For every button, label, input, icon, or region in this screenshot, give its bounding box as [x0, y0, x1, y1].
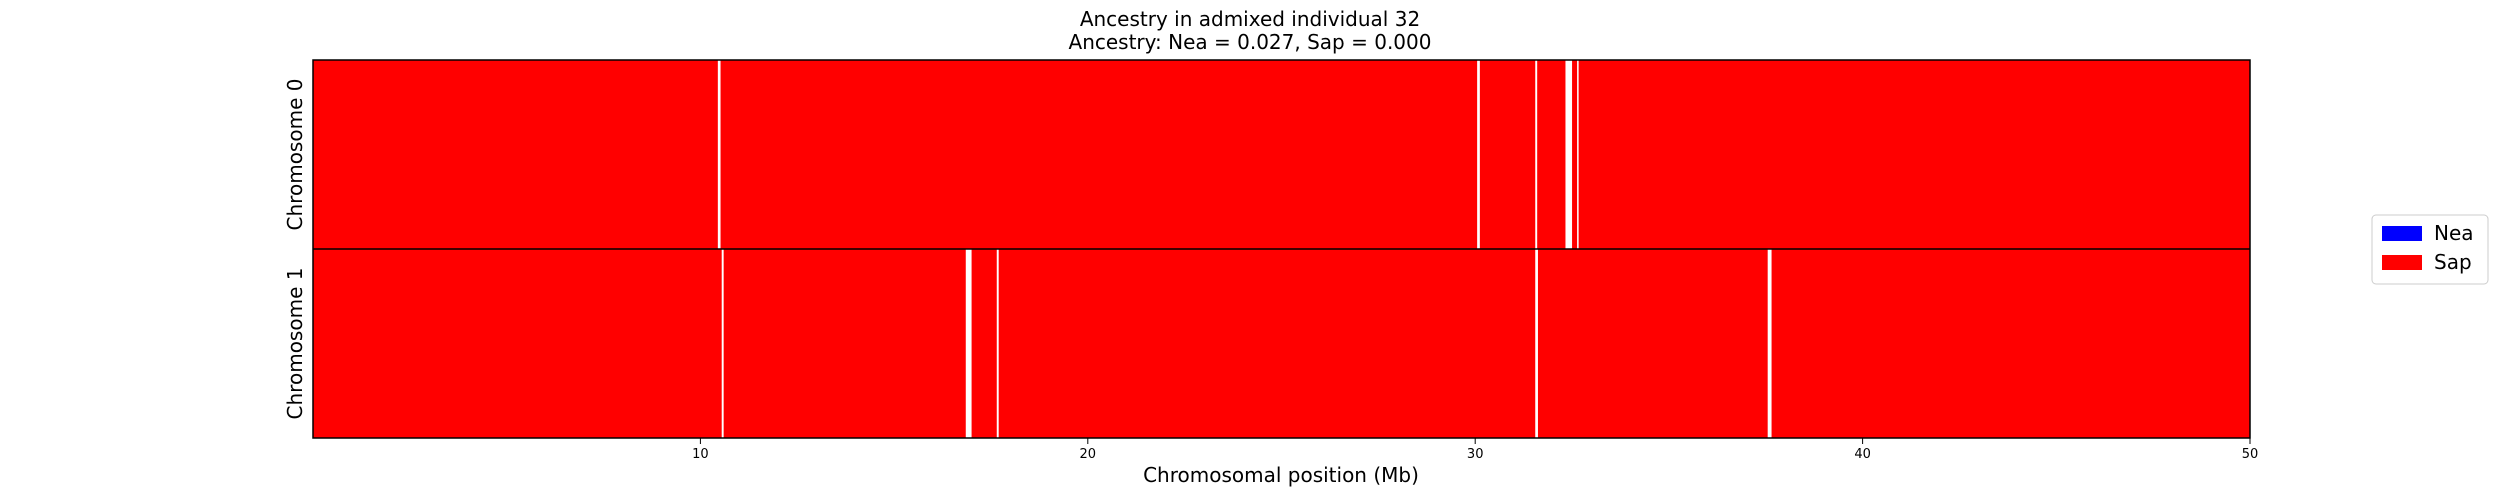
plot-area	[312, 59, 2251, 439]
track-gap	[1577, 60, 1579, 249]
track-gap	[996, 249, 999, 438]
chromosome-track	[313, 249, 2250, 438]
track-gap	[717, 60, 721, 249]
track-gap	[1535, 249, 1538, 438]
x-tick-label: 50	[2242, 447, 2259, 462]
x-tick-label: 30	[1467, 447, 1484, 462]
plot-frame	[312, 59, 2251, 439]
track-gap	[721, 249, 724, 438]
row-labels: Chromosome 0 Chromosome 1	[283, 79, 307, 420]
track-gap	[965, 249, 972, 438]
chromosome-track	[313, 60, 2250, 249]
chart-subtitle: Ancestry: Nea = 0.027, Sap = 0.000	[1069, 30, 1432, 54]
x-axis-label: Chromosomal position (Mb)	[1143, 463, 1419, 487]
track-gap	[1535, 60, 1538, 249]
track-gap	[1767, 249, 1772, 438]
legend-label: Sap	[2434, 250, 2472, 274]
legend-swatch	[2382, 226, 2422, 241]
chart-title: Ancestry in admixed individual 32	[1080, 7, 1420, 31]
x-tick-label: 40	[1854, 447, 1871, 462]
legend: Nea Sap	[2371, 214, 2489, 285]
row-label: Chromosome 1	[283, 268, 307, 420]
track-gap	[1565, 60, 1573, 249]
legend-swatch	[2382, 255, 2422, 270]
legend-label: Nea	[2434, 221, 2474, 245]
x-tick-label: 20	[1080, 447, 1097, 462]
row-label: Chromosome 0	[283, 79, 307, 231]
track-gap	[1477, 60, 1480, 249]
x-tick-label: 10	[692, 447, 709, 462]
x-axis: 10 20 30 40 50	[692, 438, 2258, 462]
